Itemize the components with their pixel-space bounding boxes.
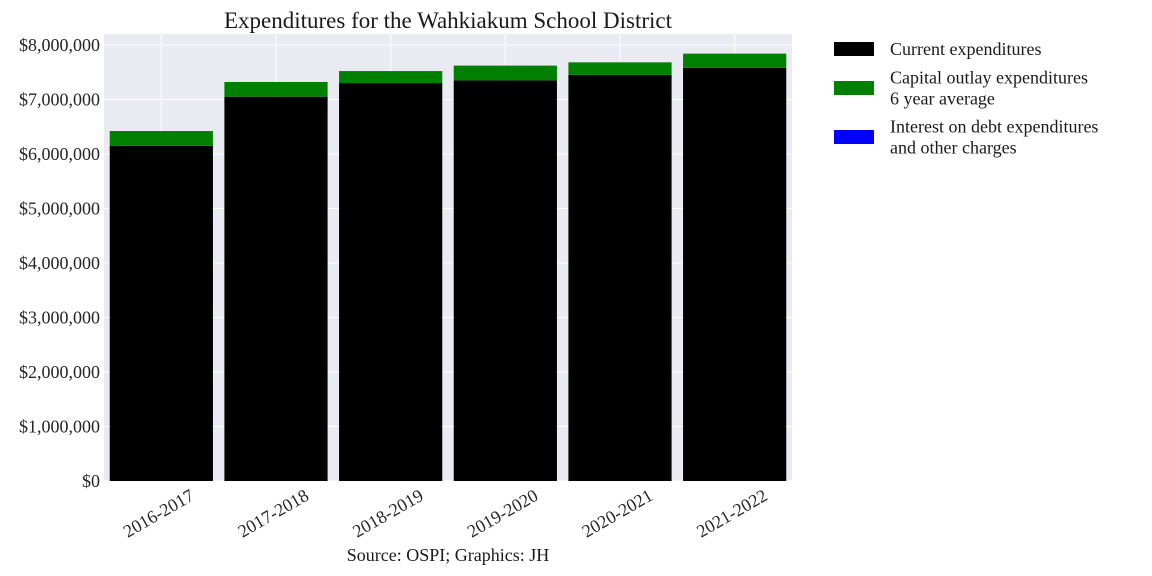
bar-series-0-2020-2021	[568, 74, 672, 481]
bar-series-0-2017-2018	[224, 96, 328, 481]
y-tick-label: $0	[82, 471, 100, 491]
x-tick-label: 2020-2021	[578, 485, 656, 541]
y-tick-label: $5,000,000	[19, 198, 100, 218]
y-tick-label: $6,000,000	[19, 144, 100, 164]
x-tick-label: 2016-2017	[120, 485, 198, 541]
bars	[109, 53, 787, 482]
chart-caption: Source: OSPI; Graphics: JH	[347, 545, 549, 565]
legend-swatch-2	[834, 130, 874, 144]
y-tick-label: $4,000,000	[19, 253, 100, 273]
legend-swatch-0	[834, 42, 874, 56]
y-tick-label: $3,000,000	[19, 307, 100, 327]
x-axis: 2016-2017 2017-2018 2018-2019 2019-2020 2020…	[120, 485, 771, 541]
bar-series-0-2016-2017	[109, 145, 213, 481]
legend-label-1: Capital outlay expenditures 6 year averag…	[890, 68, 1088, 109]
bar-series-1-2016-2017	[109, 131, 213, 146]
legend-label-0: Current expenditures	[890, 39, 1041, 59]
bar-series-1-2019-2020	[453, 65, 557, 81]
legend-swatch-1	[834, 81, 874, 95]
bar-series-0-2019-2020	[453, 80, 557, 482]
bar-series-0-2018-2019	[339, 83, 443, 481]
legend: Current expenditures Capital outlay expen…	[834, 39, 1098, 158]
x-tick-label: 2017-2018	[234, 485, 312, 541]
bar-series-1-2021-2022	[683, 53, 787, 68]
bar-series-1-2018-2019	[339, 71, 443, 84]
legend-label-2: Interest on debt expenditures and other c…	[890, 117, 1098, 158]
y-tick-label: $2,000,000	[19, 362, 100, 382]
y-tick-label: $7,000,000	[19, 89, 100, 109]
plot-area	[104, 34, 792, 481]
chart-title: Expenditures for the Wahkiakum School Di…	[224, 8, 673, 33]
x-tick-label: 2021-2022	[693, 485, 771, 541]
bar-series-1-2020-2021	[568, 62, 672, 75]
bar-series-1-2017-2018	[224, 81, 328, 97]
bar-series-0-2021-2022	[683, 67, 787, 482]
y-axis: $0 $1,000,000 $2,000,000 $3,000,000 $4,000,0…	[19, 35, 100, 491]
x-tick-label: 2019-2020	[464, 485, 542, 541]
y-tick-label: $1,000,000	[19, 416, 100, 436]
y-tick-label: $8,000,000	[19, 35, 100, 55]
x-tick-label: 2018-2019	[349, 485, 427, 541]
